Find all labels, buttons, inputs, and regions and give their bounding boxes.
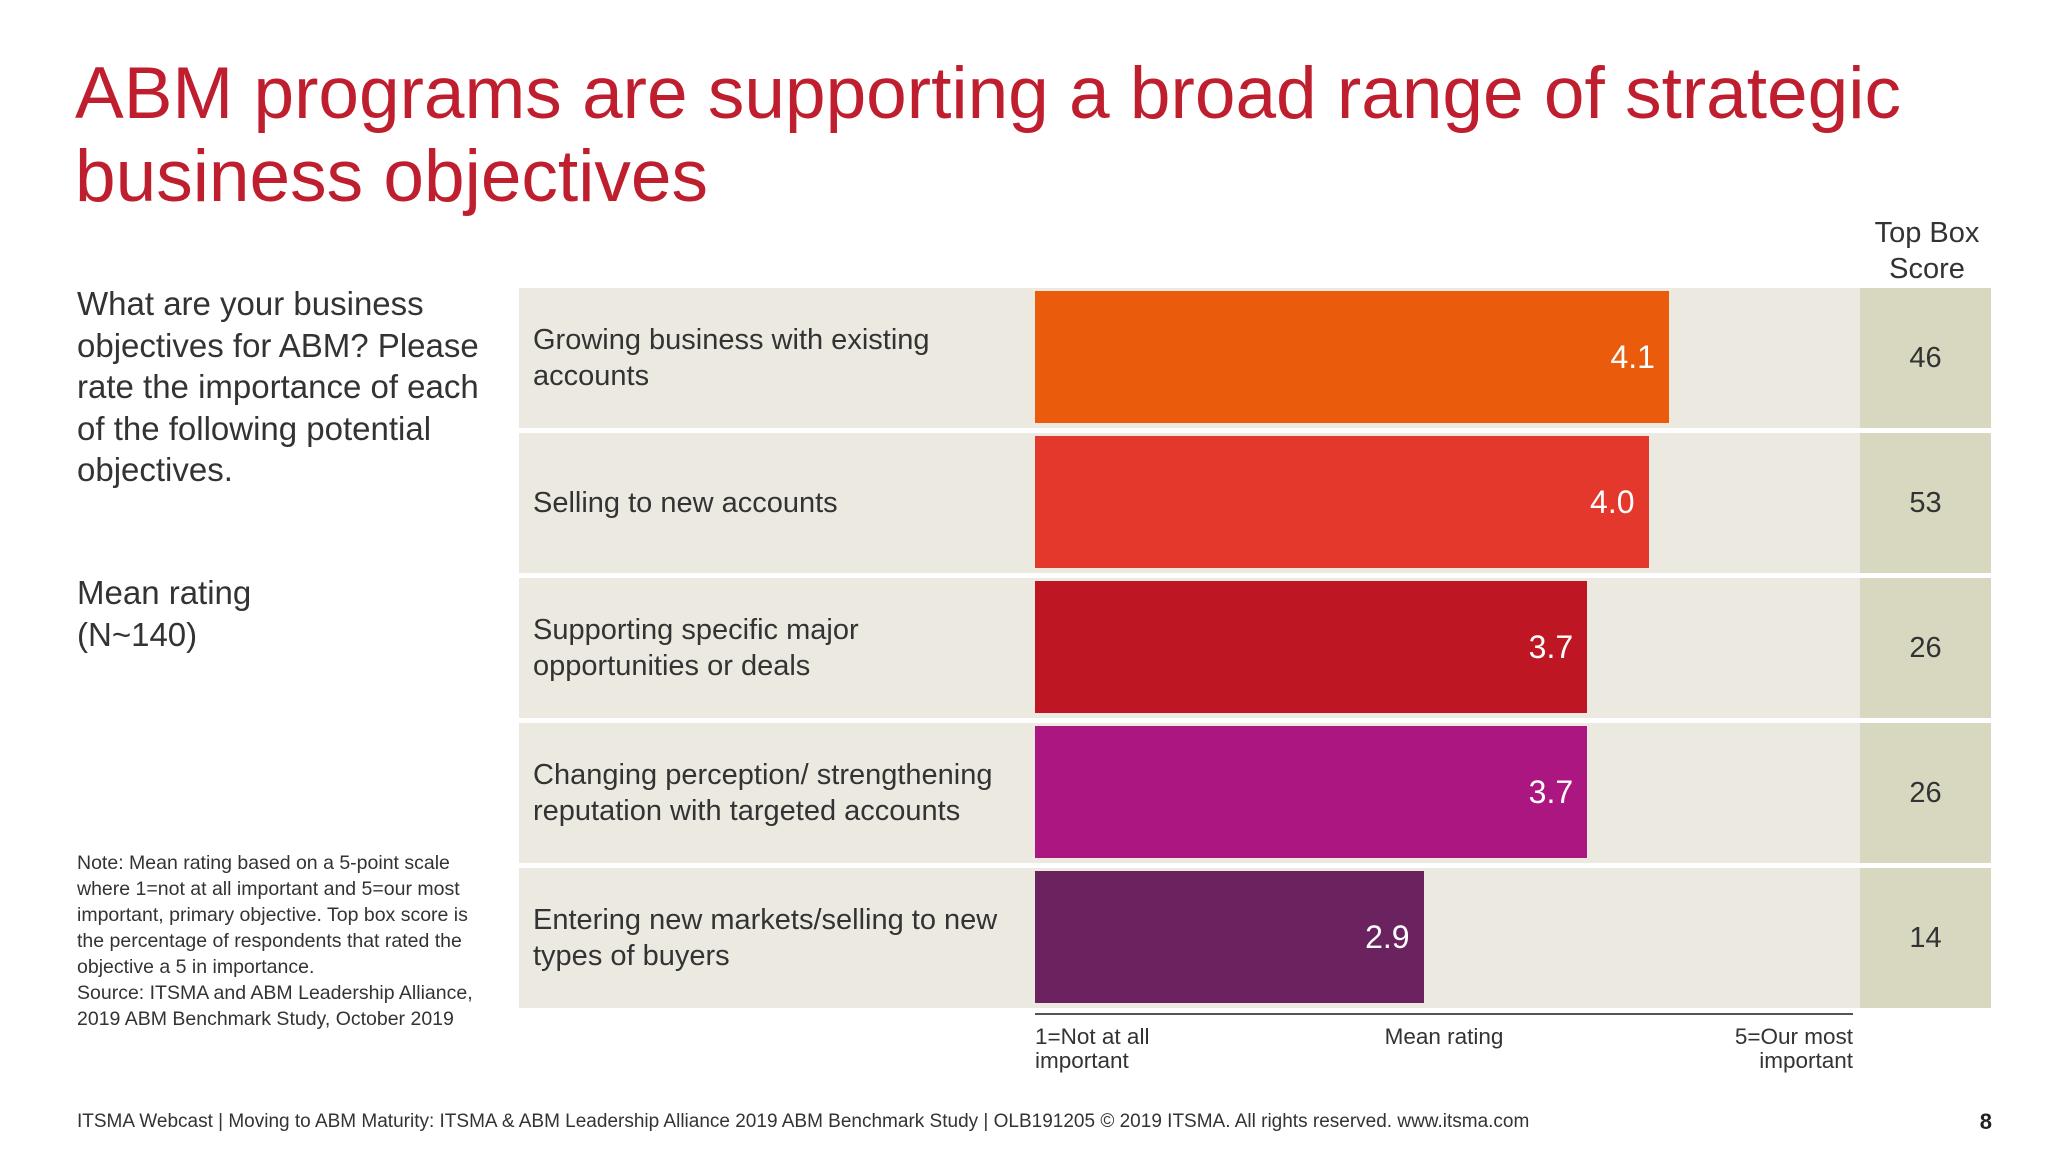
- chart-row: Changing perception/ strengthening reput…: [519, 723, 1991, 863]
- bar-value-label: 4.0: [1590, 483, 1635, 520]
- x-axis-line: [1035, 1013, 1853, 1015]
- sample-size: (N~140): [77, 615, 198, 653]
- chart-row: Supporting specific major opportunities …: [519, 578, 1991, 718]
- x-axis-title: Mean rating: [1384, 1024, 1504, 1049]
- chart-row: Growing business with existing accounts 4…: [519, 288, 1991, 428]
- chart-row: Entering new markets/selling to new type…: [519, 868, 1991, 1008]
- category-label: Selling to new accounts: [533, 487, 838, 519]
- bar-value-label: 3.7: [1528, 628, 1574, 665]
- note-text: Note: Mean rating based on a 5-point sca…: [77, 852, 468, 978]
- chart-row: Selling to new accounts 4.0 53: [519, 433, 1991, 573]
- top-box-score: 53: [1860, 433, 1991, 573]
- bar-chart: Growing business with existing accounts 4…: [519, 288, 1991, 1008]
- bar: 3.7: [1035, 581, 1588, 713]
- x-axis-min-label-line: important: [1035, 1048, 1129, 1073]
- footer-text: ITSMA Webcast | Moving to ABM Maturity: …: [77, 1111, 1530, 1132]
- top-box-score: 46: [1860, 288, 1991, 428]
- top-box-score: 26: [1860, 578, 1991, 718]
- source-text: Source: ITSMA and ABM Leadership Allianc…: [77, 982, 473, 1030]
- bar: 2.9: [1035, 871, 1424, 1003]
- page-number: 8: [1979, 1109, 1992, 1134]
- bar-value-label: 3.7: [1528, 773, 1574, 810]
- page-title: ABM programs are supporting a broad rang…: [75, 53, 1901, 217]
- category-label: Growing business with existing accounts: [533, 324, 930, 392]
- chart-note: Note: Mean rating based on a 5-point sca…: [77, 850, 477, 1032]
- bar: 4.1: [1035, 291, 1669, 423]
- x-axis-min-label-line: 1=Not at all: [1035, 1024, 1150, 1049]
- top-box-score-header: Top Box Score: [1874, 217, 1980, 285]
- mean-rating-title: Mean rating: [77, 574, 252, 611]
- x-axis-max-label-line: 5=Our most: [1734, 1024, 1853, 1049]
- mean-rating-label: Mean rating (N~140): [77, 572, 497, 655]
- top-box-score: 14: [1860, 868, 1991, 1008]
- bar-value-label: 2.9: [1365, 918, 1410, 955]
- bar-value-label: 4.1: [1610, 338, 1655, 375]
- bar: 4.0: [1035, 436, 1649, 568]
- category-label: Entering new markets/selling to new type…: [533, 904, 998, 972]
- x-axis-max-label: 5=Our most important: [1653, 1025, 1853, 1073]
- x-axis-max-label-line: important: [1759, 1048, 1853, 1073]
- x-axis-min-label: 1=Not at all important: [1035, 1025, 1235, 1073]
- top-box-score: 26: [1860, 723, 1991, 863]
- category-label: Changing perception/ strengthening reput…: [533, 759, 993, 827]
- category-label: Supporting specific major opportunities …: [533, 614, 859, 682]
- bar: 3.7: [1035, 726, 1588, 858]
- survey-question: What are your business objectives for AB…: [77, 285, 479, 488]
